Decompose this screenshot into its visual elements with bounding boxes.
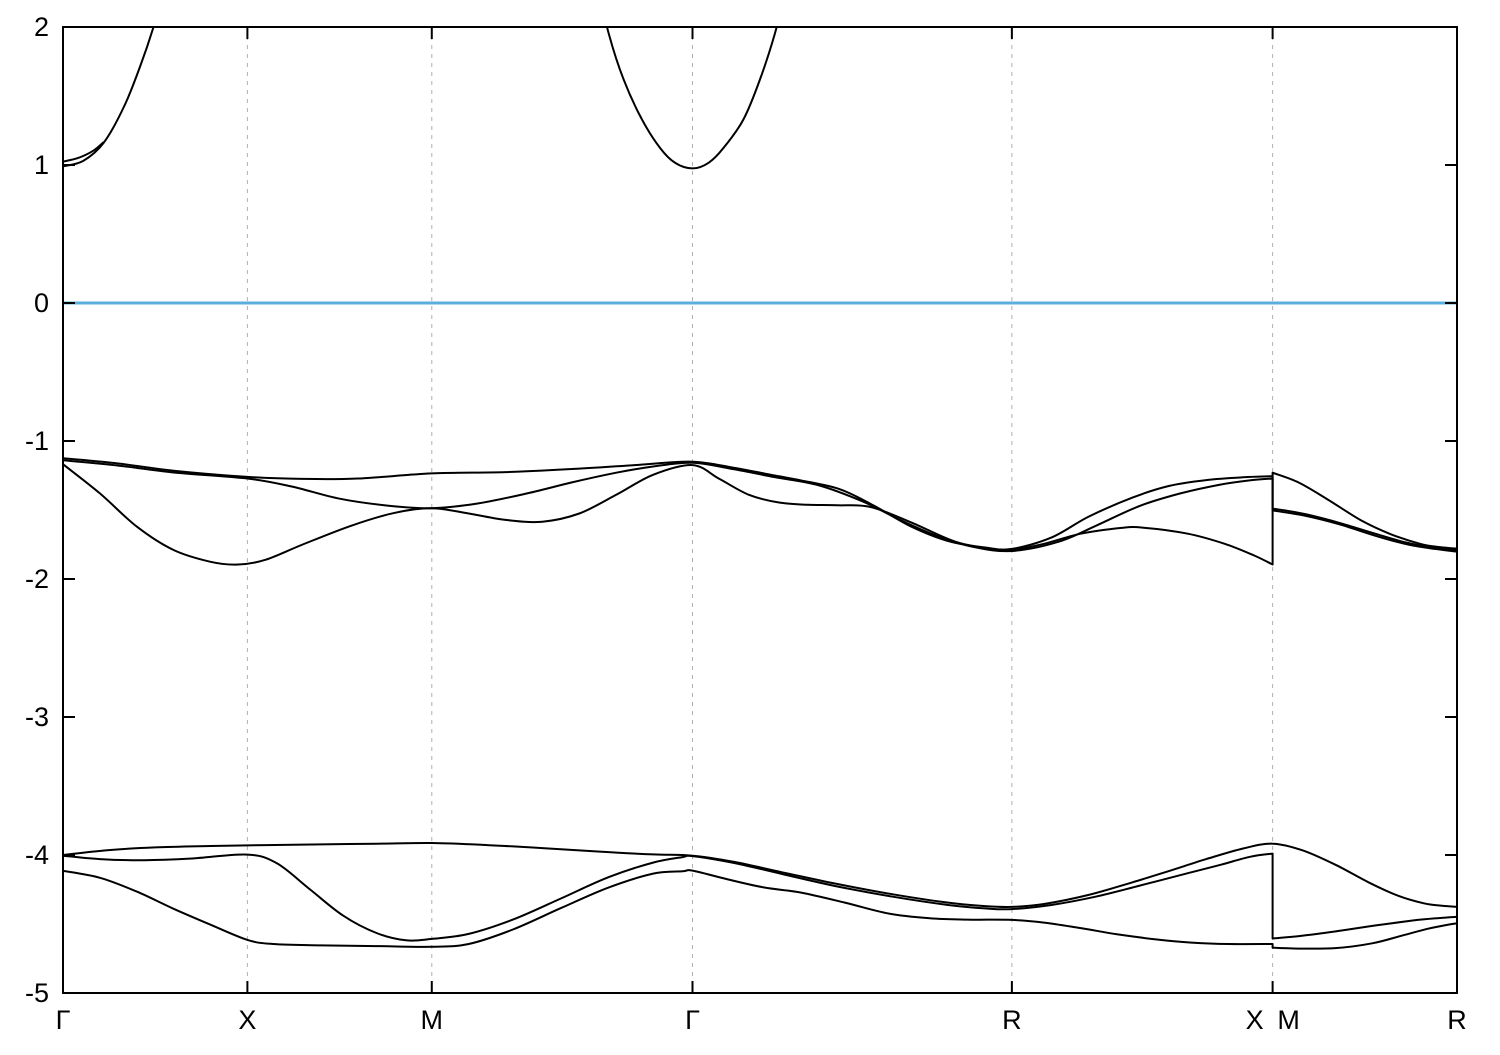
y-tick-label: 1 <box>34 150 49 180</box>
y-tick-label: 2 <box>34 12 49 42</box>
y-tick-label: -5 <box>25 978 49 1008</box>
band-curve-upper-valence-band-1 <box>63 457 1457 551</box>
band-curve-conduction-band-2 <box>63 141 105 163</box>
x-tick-label: X <box>1246 1005 1264 1035</box>
y-tick-label: 0 <box>34 288 49 318</box>
band-curve-lower-valence-band-3 <box>63 869 1457 950</box>
band-curve-upper-valence-band-3 <box>63 463 1457 566</box>
band-curve-upper-valence-band-2 <box>63 459 1457 553</box>
y-tick-label: -2 <box>25 564 49 594</box>
band-curve-conduction-band-1 <box>63 27 778 170</box>
x-tick-label: Γ <box>56 1005 71 1035</box>
band-curve-lower-valence-band-2 <box>63 852 1457 942</box>
y-tick-label: -3 <box>25 702 49 732</box>
y-tick-label: -1 <box>25 426 49 456</box>
y-tick-label: -4 <box>25 840 49 870</box>
x-tick-label: M <box>421 1005 444 1035</box>
bands-group <box>63 27 1457 950</box>
x-tick-label: R <box>1447 1005 1467 1035</box>
x-tick-label: R <box>1002 1005 1022 1035</box>
band-curve-lower-valence-band-1 <box>63 841 1457 908</box>
x-tick-label: Γ <box>685 1005 700 1035</box>
plot-border <box>62 26 1458 994</box>
x-tick-label: M <box>1277 1005 1300 1035</box>
x-tick-label: X <box>238 1005 256 1035</box>
